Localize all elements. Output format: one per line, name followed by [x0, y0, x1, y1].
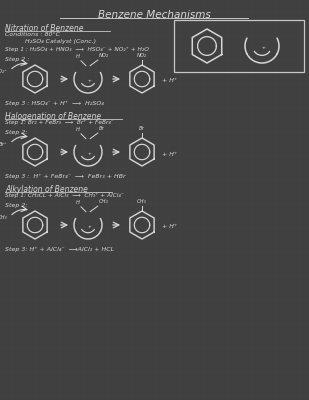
Text: +: +: [87, 79, 91, 83]
Text: CH₃: CH₃: [137, 199, 147, 204]
Text: Step 1: Br₂ + FeBr₃  ⟶  Br⁺ + FeBr₄⁻: Step 1: Br₂ + FeBr₃ ⟶ Br⁺ + FeBr₄⁻: [5, 120, 114, 125]
Bar: [174, 20, 304, 72]
Text: Conditions : 80°C: Conditions : 80°C: [5, 32, 60, 37]
Text: + H⁺: + H⁺: [162, 152, 177, 156]
Text: Step 3: H⁺ + AlCl₄⁻  ⟶AlCl₃ + HCL: Step 3: H⁺ + AlCl₄⁻ ⟶AlCl₃ + HCL: [5, 247, 114, 252]
Text: +: +: [87, 225, 91, 229]
Text: CH₃: CH₃: [99, 199, 108, 204]
Text: H: H: [76, 54, 80, 59]
Text: Benzene Mechanisms: Benzene Mechanisms: [98, 10, 210, 20]
Text: Alkylation of Benzene: Alkylation of Benzene: [5, 185, 88, 194]
Text: Nitration of Benzene: Nitration of Benzene: [5, 24, 83, 33]
Text: Step 2:: Step 2:: [5, 130, 28, 135]
Text: H: H: [76, 127, 80, 132]
Text: H₂SO₄ Catalyst (Conc.): H₂SO₄ Catalyst (Conc.): [5, 39, 96, 44]
Text: Step 2 :: Step 2 :: [5, 57, 29, 62]
Text: H: H: [76, 200, 80, 205]
Text: Step 3 :  H⁺ + FeBr₄⁻  ⟶  FeBr₃ + HBr: Step 3 : H⁺ + FeBr₄⁻ ⟶ FeBr₃ + HBr: [5, 174, 126, 179]
Text: NO₂: NO₂: [137, 53, 147, 58]
Text: Br⁺: Br⁺: [0, 142, 8, 147]
Text: NO₂⁺: NO₂⁺: [0, 69, 8, 74]
Text: Step 3 : HSO₄⁻ + H⁺  ⟶  H₂SO₄: Step 3 : HSO₄⁻ + H⁺ ⟶ H₂SO₄: [5, 101, 104, 106]
Text: + H⁺: + H⁺: [162, 224, 177, 230]
Text: Br: Br: [99, 126, 104, 131]
Text: Step 1 : H₂SO₄ + HNO₃  ⟶  HSO₄⁻ + NO₂⁺ + H₂O: Step 1 : H₂SO₄ + HNO₃ ⟶ HSO₄⁻ + NO₂⁺ + H…: [5, 47, 149, 52]
Text: NO₂: NO₂: [99, 53, 109, 58]
Text: +: +: [261, 46, 265, 50]
Text: +: +: [87, 152, 91, 156]
Text: Br: Br: [139, 126, 145, 131]
Text: + H⁺: + H⁺: [162, 78, 177, 84]
Text: Halogenation of Benzene: Halogenation of Benzene: [5, 112, 101, 121]
Text: CH₃: CH₃: [0, 215, 8, 220]
Text: Step 2:: Step 2:: [5, 203, 28, 208]
Text: Step 1: CH₃CL + AlCl₃  ⟶  CH₃⁺ + AlCl₄⁻: Step 1: CH₃CL + AlCl₃ ⟶ CH₃⁺ + AlCl₄⁻: [5, 193, 124, 198]
